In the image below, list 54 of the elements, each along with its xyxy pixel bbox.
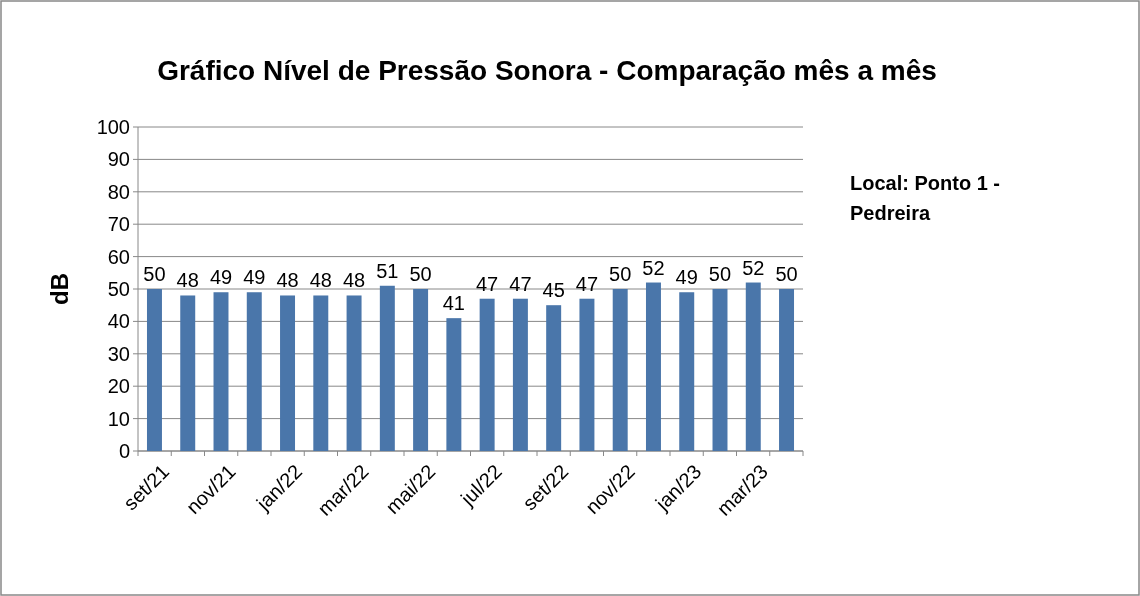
y-tick-label: 30: [107, 342, 130, 365]
y-tick-label: 100: [96, 116, 130, 138]
data-label: 49: [675, 266, 698, 289]
bar: [479, 298, 495, 451]
bar: [512, 298, 528, 451]
data-label: 47: [476, 272, 499, 295]
bar: [579, 298, 595, 451]
bar: [146, 289, 162, 451]
data-label: 45: [542, 279, 565, 302]
data-label: 51: [376, 259, 399, 282]
bar: [712, 289, 728, 451]
y-tick-label: 0: [118, 440, 130, 462]
data-label: 50: [409, 263, 432, 285]
y-tick-label: 90: [107, 148, 130, 171]
data-label: 41: [442, 292, 465, 315]
data-label: 47: [509, 272, 532, 295]
bar: [413, 289, 429, 451]
bar: [280, 295, 296, 451]
data-label: 48: [276, 269, 299, 292]
y-tick-label: 60: [107, 245, 130, 268]
bar: [313, 295, 329, 451]
y-tick-label: 40: [107, 310, 130, 333]
data-label: 50: [708, 263, 732, 285]
text: Local: Ponto 1 - Pedreira: [850, 172, 1000, 224]
bar: [612, 289, 628, 451]
bar: [779, 289, 795, 451]
data-label: 48: [342, 269, 366, 292]
bar: [546, 305, 562, 451]
data-label: 50: [143, 263, 166, 285]
bar: [246, 292, 262, 451]
data-label: 49: [209, 266, 233, 289]
data-label: 50: [775, 263, 798, 285]
y-tick-label: 50: [107, 278, 130, 300]
data-label: 52: [642, 256, 665, 279]
data-label: 50: [609, 263, 632, 285]
bar: [645, 282, 661, 451]
data-label: 47: [575, 272, 599, 295]
data-label: 48: [309, 269, 332, 292]
bar: [679, 292, 695, 451]
y-tick-label: 70: [107, 213, 130, 236]
bar: [379, 285, 395, 451]
data-label: 49: [243, 266, 266, 289]
y-tick-label: 20: [107, 375, 130, 398]
bar: [745, 282, 761, 451]
y-tick-label: 80: [107, 180, 130, 203]
y-tick-label: 10: [107, 407, 130, 430]
bar: [213, 292, 229, 451]
chart-title: Gráfico Nível de Pressão Sonora - Comparação mês a mês: [157, 55, 937, 86]
bar: [346, 295, 362, 451]
bar: [180, 295, 196, 451]
bar: [446, 318, 462, 451]
data-label: 52: [742, 256, 765, 279]
y-axis-title: dB: [46, 273, 73, 305]
data-label: 48: [176, 269, 199, 292]
